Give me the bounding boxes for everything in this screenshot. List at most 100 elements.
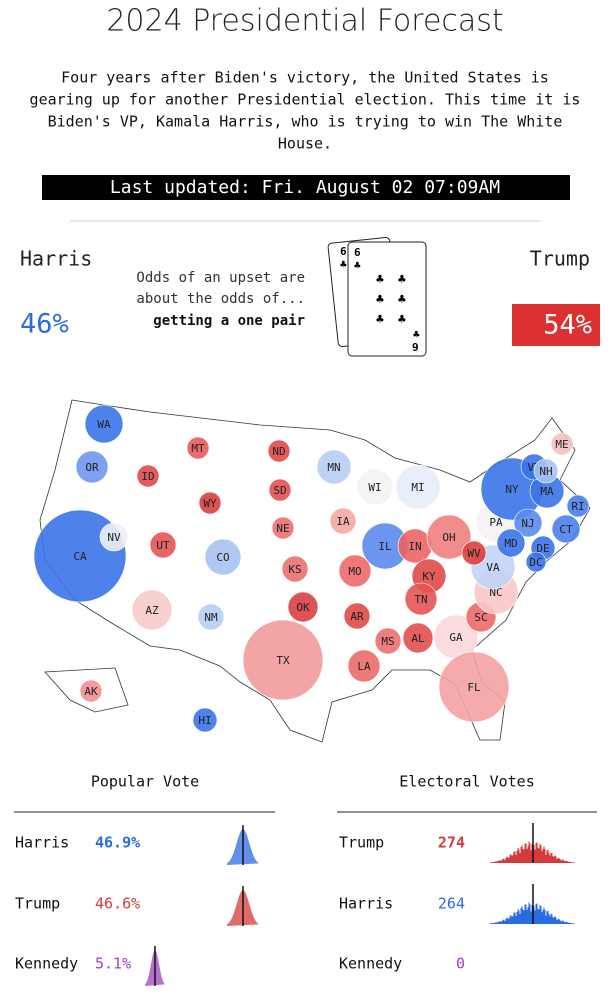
state-bubble	[551, 514, 581, 544]
state-label: TN	[414, 593, 427, 606]
trump-odds: 54%	[543, 310, 592, 341]
state-bubble	[356, 468, 394, 506]
state-label: IN	[408, 540, 421, 553]
state-bubble	[281, 555, 309, 583]
card-suit: ♣	[413, 328, 420, 341]
state-label: CO	[216, 551, 229, 564]
intro-line: Four years after Biden's victory, the Un…	[61, 69, 549, 87]
state-label: WY	[203, 497, 217, 510]
odds-text: about the odds of...	[136, 291, 305, 307]
state-map: WA OR CA NV ID MT WY UT AZ CO NM ND SD NE KS OK TX MN IA MO…	[33, 404, 590, 733]
state-label: DE	[536, 542, 549, 555]
state-bubble	[566, 494, 590, 518]
state-label: AZ	[145, 604, 159, 617]
card-pip: ♣	[398, 273, 406, 288]
state-bubble	[525, 551, 547, 573]
candidate-name: Trump	[339, 834, 384, 852]
state-label: FL	[467, 681, 481, 694]
state-label: IL	[378, 540, 392, 553]
title: 2024 Presidential Forecast	[106, 4, 503, 39]
state-label: KS	[288, 563, 301, 576]
state-label: MO	[348, 565, 361, 578]
state-label: CA	[73, 550, 87, 563]
intro-line: Biden's VP, Kamala Harris, who is trying…	[48, 113, 563, 131]
state-bubble	[496, 528, 526, 558]
state-bubble	[513, 508, 543, 538]
candidate-name: Kennedy	[15, 955, 78, 973]
state-label: CT	[559, 523, 573, 536]
state-bubble	[395, 464, 441, 510]
state-label: AL	[411, 632, 425, 645]
state-bubble	[402, 622, 434, 654]
playing-cards: 6 ♣ 6 ♣ ♣ ♣ ♣ ♣ ♣ ♣ ♣ 9	[327, 236, 427, 357]
electoral-vote-value: 0	[456, 955, 465, 973]
state-label: IA	[336, 515, 350, 528]
candidate-name: Harris	[15, 834, 69, 852]
state-bubble	[550, 432, 574, 456]
card-suit: ♣	[340, 258, 347, 271]
state-label: MD	[504, 537, 517, 550]
card-rank: 6	[340, 245, 347, 258]
state-bubble	[75, 450, 109, 484]
state-label: WI	[368, 481, 381, 494]
state-label: ID	[141, 470, 154, 483]
state-bubble	[343, 602, 371, 630]
state-bubble	[533, 458, 559, 484]
card-pip: ♣	[398, 293, 406, 308]
state-label: MN	[327, 461, 340, 474]
state-label: ND	[272, 445, 285, 458]
state-bubble	[338, 554, 372, 588]
card-front	[347, 241, 427, 357]
candidate-name: Kennedy	[339, 955, 402, 973]
state-bubble	[136, 464, 160, 488]
state-label: NM	[204, 611, 218, 624]
state-label: UT	[156, 539, 170, 552]
state-label: SC	[474, 611, 487, 624]
state-label: OR	[85, 461, 99, 474]
odds-text: Odds of an upset are	[136, 270, 305, 286]
state-bubble	[329, 507, 357, 535]
state-label: NY	[505, 483, 519, 496]
state-label: NH	[539, 465, 552, 478]
state-bubble	[426, 514, 472, 560]
card-pip: ♣	[376, 273, 384, 288]
state-label: PA	[489, 516, 503, 529]
intro-line: House.	[278, 135, 332, 153]
state-bubble	[197, 603, 225, 631]
state-bubble	[79, 679, 103, 703]
state-bubble	[287, 591, 319, 623]
harris-name: Harris	[20, 247, 92, 271]
card-rank: 9	[412, 341, 419, 354]
state-label: MI	[411, 481, 424, 494]
state-label: MS	[381, 635, 394, 648]
state-bubble	[192, 707, 218, 733]
state-bubble	[186, 436, 210, 460]
state-label: MA	[540, 485, 554, 498]
state-label: HI	[198, 714, 211, 727]
section-title: Popular Vote	[91, 773, 199, 791]
state-bubble	[271, 516, 295, 540]
state-label: KY	[422, 570, 436, 583]
state-label: LA	[357, 660, 371, 673]
card-pip: ♣	[398, 313, 406, 328]
candidate-name: Trump	[15, 895, 60, 913]
state-label: SD	[273, 484, 286, 497]
state-bubble	[84, 404, 124, 444]
state-label: NV	[107, 531, 121, 544]
section-title: Electoral Votes	[399, 773, 534, 791]
state-label: NJ	[521, 517, 534, 530]
state-label: GA	[449, 631, 463, 644]
state-label: OK	[296, 601, 310, 614]
popular-vote-value: 46.6%	[95, 895, 140, 913]
state-bubble	[404, 582, 438, 616]
card-pip: ♣	[376, 293, 384, 308]
state-bubble	[204, 538, 242, 576]
state-bubble	[374, 627, 402, 655]
updated-bar	[42, 175, 570, 200]
state-label: DC	[529, 556, 542, 569]
state-label: TX	[276, 654, 290, 667]
card-suit: ♣	[354, 259, 361, 272]
state-label: NE	[276, 522, 289, 535]
